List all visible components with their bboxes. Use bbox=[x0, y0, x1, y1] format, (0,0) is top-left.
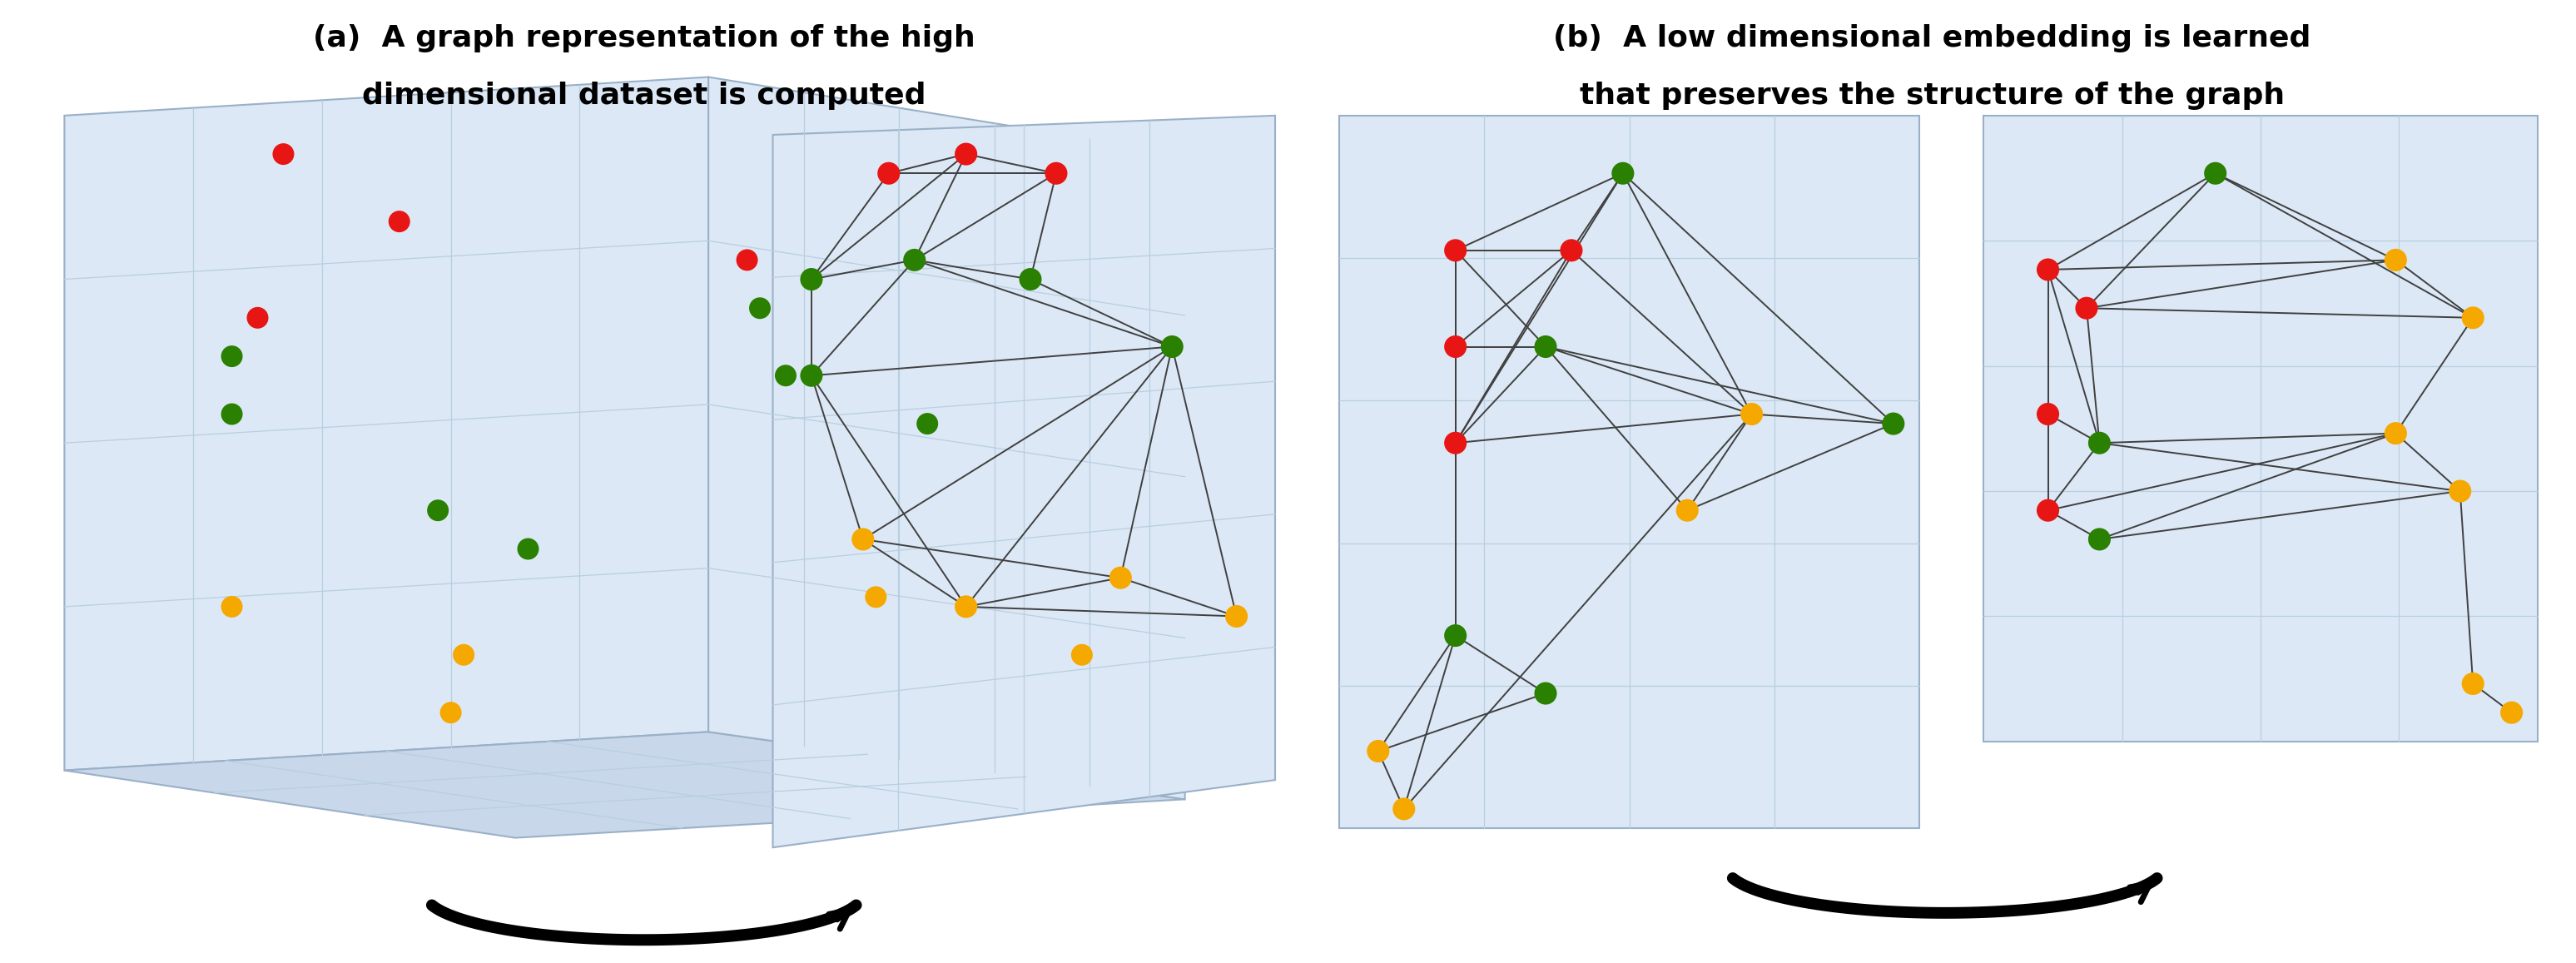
Point bbox=[868, 166, 909, 181]
Point bbox=[2375, 252, 2416, 268]
Point bbox=[726, 252, 768, 268]
Point bbox=[263, 146, 304, 162]
Point bbox=[1667, 503, 1708, 518]
Point bbox=[791, 272, 832, 287]
Point bbox=[894, 252, 935, 268]
Point bbox=[1435, 628, 1476, 643]
Point bbox=[1525, 339, 1566, 354]
Point bbox=[1010, 272, 1051, 287]
Polygon shape bbox=[1984, 116, 2537, 742]
Point bbox=[2452, 676, 2494, 691]
Point bbox=[2079, 435, 2120, 451]
Point bbox=[507, 541, 549, 557]
Point bbox=[1383, 801, 1425, 817]
Point bbox=[739, 300, 781, 316]
Point bbox=[211, 349, 252, 364]
Point bbox=[1525, 686, 1566, 701]
Point bbox=[1358, 743, 1399, 759]
Polygon shape bbox=[64, 77, 708, 770]
Point bbox=[945, 599, 987, 614]
Point bbox=[855, 589, 896, 605]
Point bbox=[2452, 310, 2494, 325]
Point bbox=[765, 368, 806, 383]
Point bbox=[1100, 570, 1141, 586]
Point bbox=[211, 599, 252, 614]
Point bbox=[1435, 435, 1476, 451]
Point bbox=[2027, 503, 2069, 518]
Point bbox=[1602, 166, 1643, 181]
Point bbox=[2079, 532, 2120, 547]
Text: (b)  A low dimensional embedding is learned: (b) A low dimensional embedding is learn… bbox=[1553, 24, 2311, 52]
Point bbox=[791, 368, 832, 383]
Point bbox=[379, 214, 420, 229]
Point bbox=[842, 532, 884, 547]
Point bbox=[2027, 262, 2069, 277]
Point bbox=[2375, 426, 2416, 441]
Point bbox=[1551, 243, 1592, 258]
Point bbox=[1216, 609, 1257, 624]
Point bbox=[417, 503, 459, 518]
Point bbox=[2066, 300, 2107, 316]
Text: that preserves the structure of the graph: that preserves the structure of the grap… bbox=[1579, 82, 2285, 110]
Point bbox=[2491, 705, 2532, 720]
Point bbox=[907, 416, 948, 431]
Point bbox=[1731, 406, 1772, 422]
Point bbox=[1151, 339, 1193, 354]
Point bbox=[1435, 243, 1476, 258]
Polygon shape bbox=[1340, 116, 1919, 828]
Polygon shape bbox=[708, 77, 1185, 799]
Point bbox=[2195, 166, 2236, 181]
Text: (a)  A graph representation of the high: (a) A graph representation of the high bbox=[312, 24, 976, 52]
Point bbox=[430, 705, 471, 720]
Point bbox=[443, 647, 484, 663]
Point bbox=[1061, 647, 1103, 663]
Point bbox=[945, 146, 987, 162]
Point bbox=[2439, 483, 2481, 499]
Point bbox=[211, 406, 252, 422]
Point bbox=[1435, 339, 1476, 354]
Point bbox=[2027, 406, 2069, 422]
Point bbox=[1873, 416, 1914, 431]
Point bbox=[1036, 166, 1077, 181]
Polygon shape bbox=[64, 732, 1185, 838]
Point bbox=[237, 310, 278, 325]
Polygon shape bbox=[773, 116, 1275, 847]
Text: dimensional dataset is computed: dimensional dataset is computed bbox=[363, 82, 925, 110]
